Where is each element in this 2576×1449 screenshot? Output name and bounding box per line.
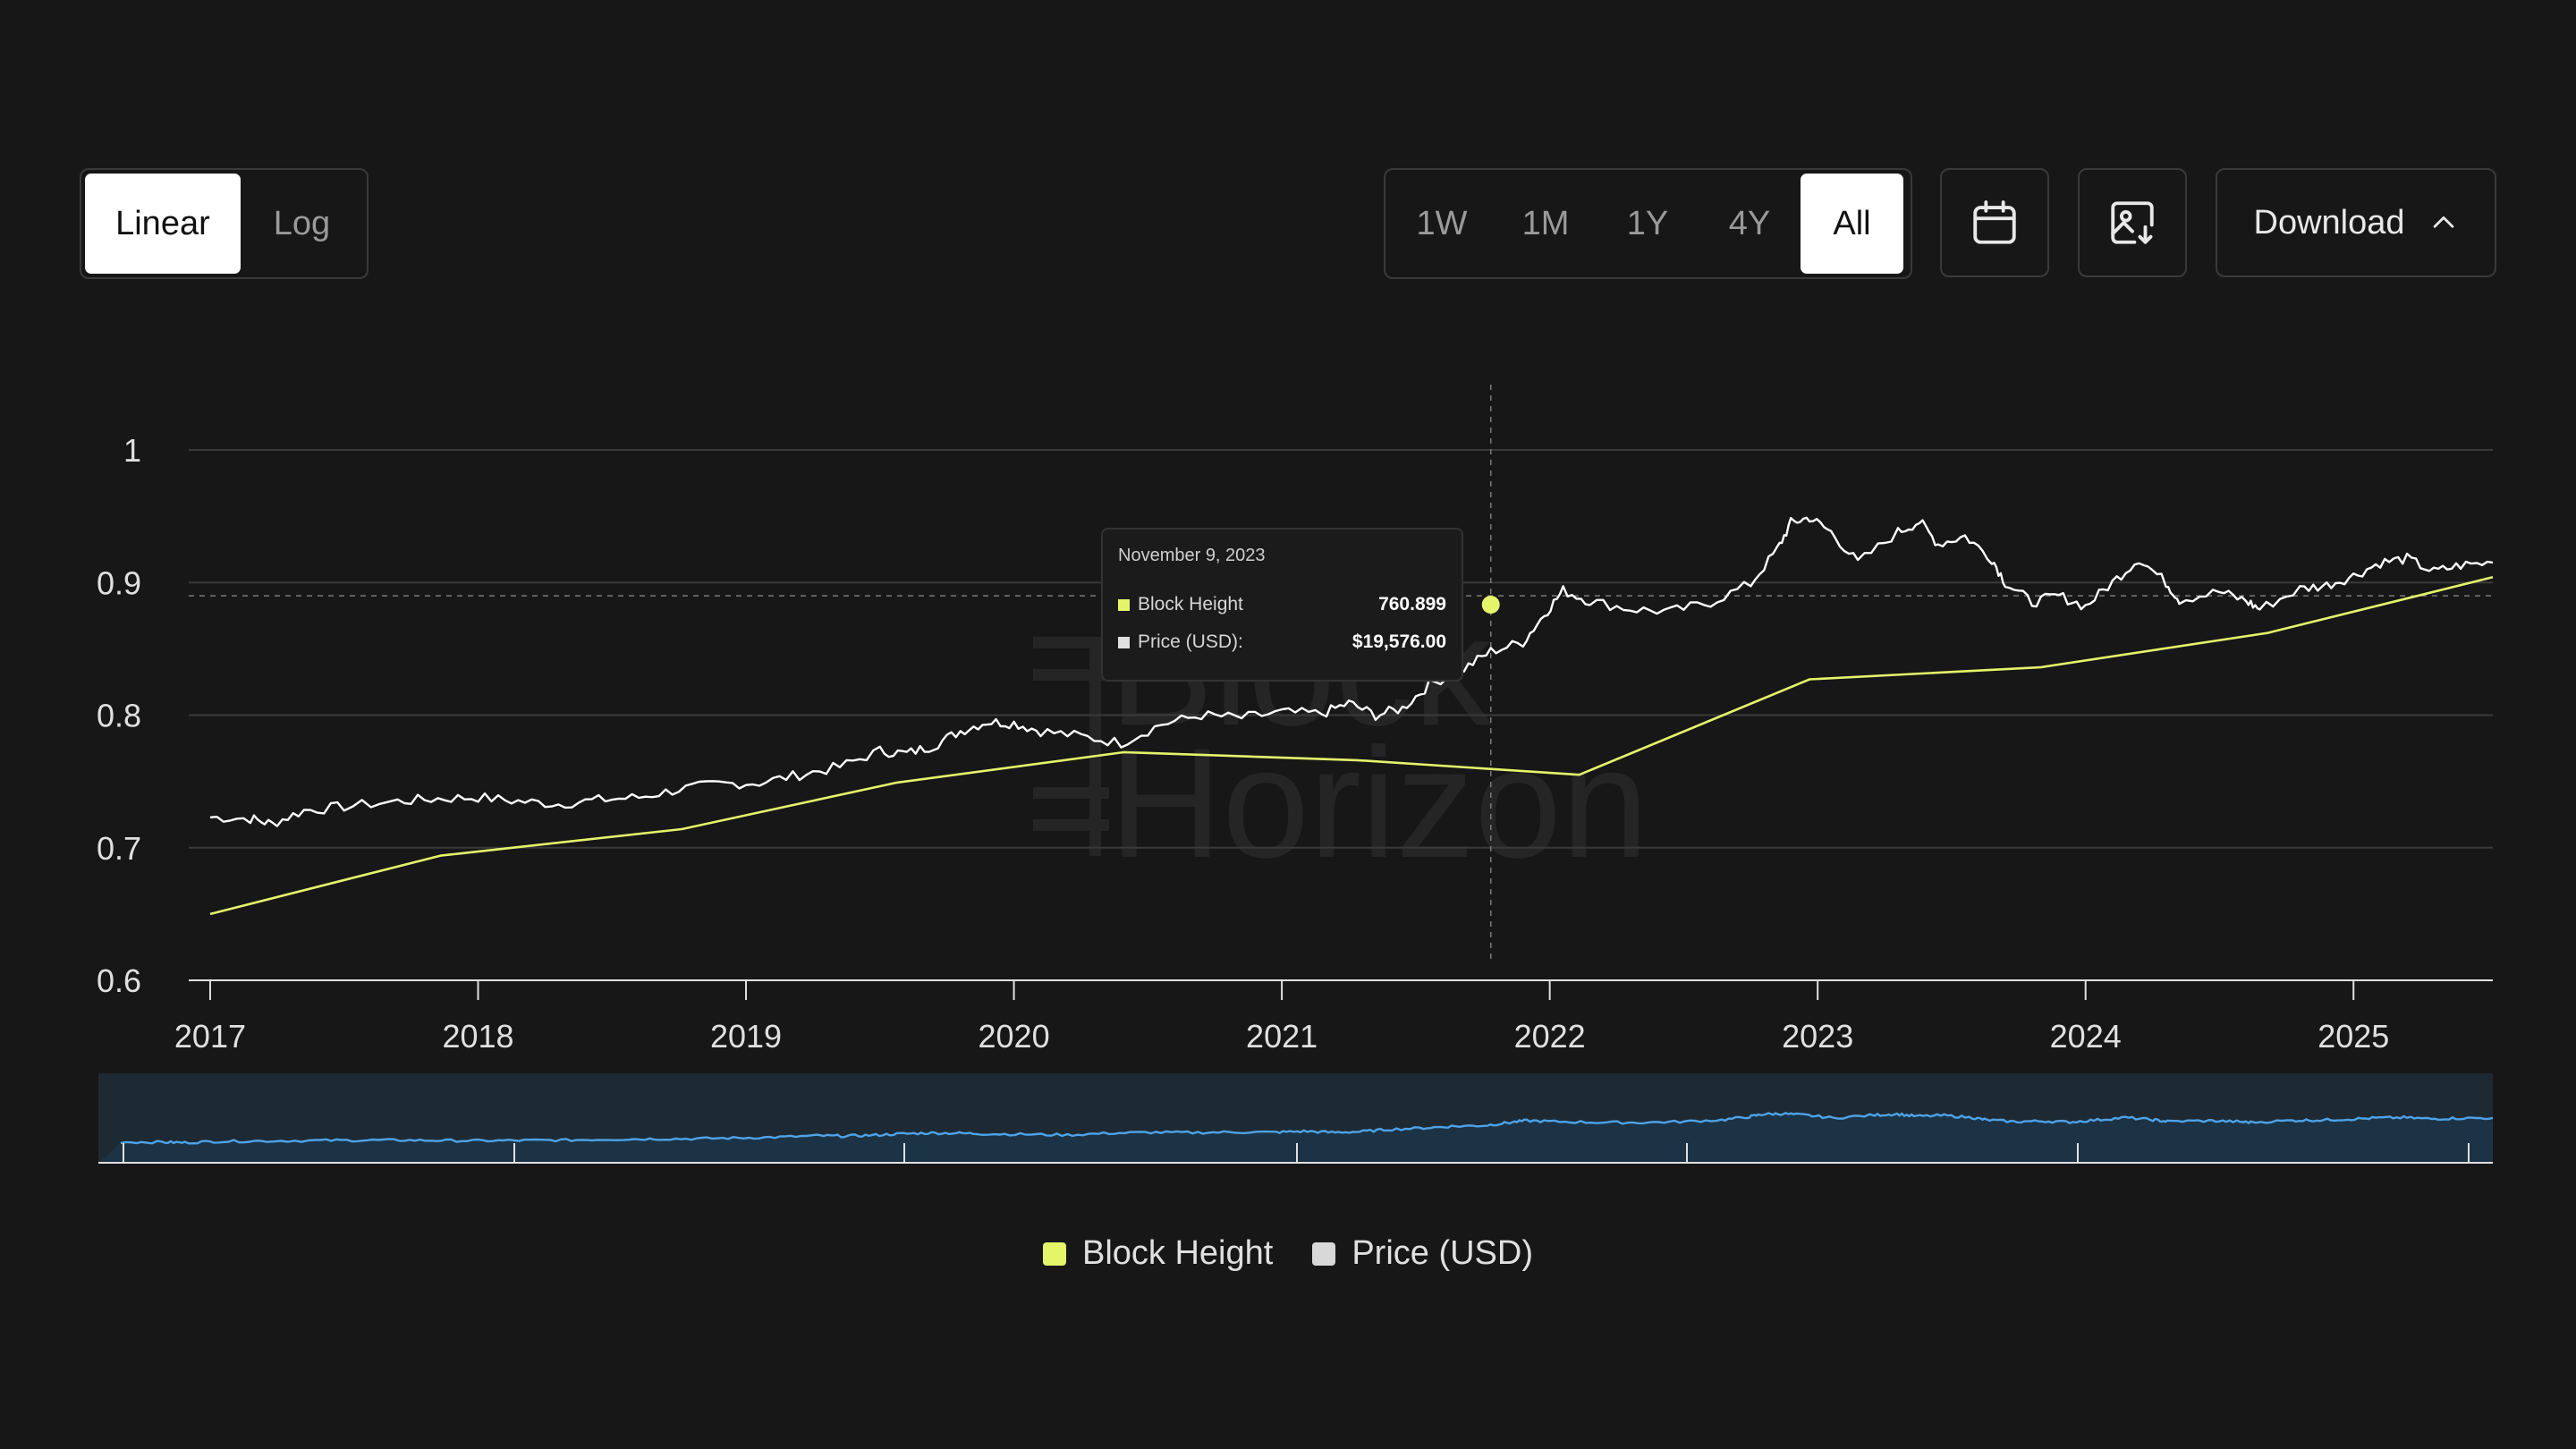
chart-tooltip: November 9, 2023 Block Height 760.899 Pr… bbox=[1101, 528, 1463, 682]
export-image-button[interactable] bbox=[2078, 168, 2187, 277]
log-scale-button[interactable]: Log bbox=[273, 204, 331, 242]
y-tick-label: 0.8 bbox=[97, 698, 141, 734]
legend-item-price[interactable]: Price (USD) bbox=[1312, 1234, 1533, 1273]
y-tick-label: 1 bbox=[123, 432, 141, 469]
range-all-button[interactable]: All bbox=[1801, 174, 1903, 274]
calendar-button[interactable] bbox=[1940, 168, 2049, 277]
tooltip-swatch-block-height bbox=[1118, 598, 1130, 611]
x-axis: 2017 2018 2019 2020 2021 2022 2023 2024 2025 bbox=[174, 980, 2389, 1055]
chevron-up-icon bbox=[2433, 216, 2453, 228]
chart-legend: Block Height Price (USD) bbox=[0, 1234, 2576, 1273]
scale-toggle: Linear Log bbox=[80, 168, 369, 279]
download-label: Download bbox=[2253, 203, 2405, 242]
range-toggle: 1W 1M 1Y 4Y All bbox=[1384, 168, 1912, 279]
x-tick-label: 2025 bbox=[2318, 1018, 2389, 1055]
tooltip-label: Block Height bbox=[1138, 594, 1243, 614]
y-tick-label: 0.6 bbox=[97, 962, 141, 999]
calendar-icon bbox=[1973, 200, 2016, 244]
legend-swatch-price bbox=[1312, 1241, 1336, 1266]
tooltip-swatch-price bbox=[1118, 636, 1130, 648]
tooltip-row-block-height: Block Height 760.899 bbox=[1118, 594, 1446, 615]
range-1w-button[interactable]: 1W bbox=[1416, 204, 1468, 242]
series-line-block-height bbox=[209, 576, 2494, 916]
x-tick-label: 2021 bbox=[1246, 1018, 1318, 1055]
y-tick-label: 0.9 bbox=[97, 564, 141, 601]
y-axis: 0.6 0.7 0.8 0.9 1 bbox=[97, 432, 141, 999]
highlight-point bbox=[1481, 596, 1500, 614]
tooltip-value: $19,576.00 bbox=[1352, 631, 1446, 652]
legend-label: Block Height bbox=[1081, 1234, 1274, 1272]
x-tick-label: 2024 bbox=[2050, 1018, 2122, 1055]
tooltip-label: Price (USD): bbox=[1138, 631, 1243, 652]
legend-swatch-block-height bbox=[1042, 1241, 1066, 1266]
tooltip-value: 760.899 bbox=[1378, 594, 1446, 614]
x-tick-label: 2023 bbox=[1782, 1018, 1853, 1055]
tooltip-date: November 9, 2023 bbox=[1118, 546, 1266, 565]
navigator-area bbox=[98, 1113, 2493, 1163]
range-4y-button[interactable]: 4Y bbox=[1728, 204, 1771, 242]
tooltip-row-price: Price (USD): $19,576.00 bbox=[1118, 631, 1446, 653]
navigator-line bbox=[120, 1111, 2494, 1145]
x-tick-label: 2018 bbox=[442, 1018, 513, 1055]
range-1m-button[interactable]: 1M bbox=[1521, 204, 1570, 242]
x-tick-label: 2019 bbox=[710, 1018, 782, 1055]
x-tick-label: 2020 bbox=[979, 1018, 1050, 1055]
legend-label: Price (USD) bbox=[1352, 1234, 1533, 1272]
x-tick-label: 2022 bbox=[1514, 1018, 1586, 1055]
series-line-price bbox=[209, 516, 2494, 827]
linear-scale-button[interactable]: Linear bbox=[85, 174, 241, 274]
range-1y-button[interactable]: 1Y bbox=[1626, 204, 1669, 242]
legend-item-block-height[interactable]: Block Height bbox=[1042, 1234, 1274, 1273]
download-button[interactable]: Download bbox=[2216, 168, 2496, 277]
range-navigator[interactable] bbox=[98, 1073, 2494, 1164]
svg-text:Horizon: Horizon bbox=[1109, 716, 1648, 891]
series-group bbox=[209, 516, 2494, 916]
y-tick-label: 0.7 bbox=[97, 830, 141, 867]
x-tick-label: 2017 bbox=[174, 1018, 246, 1055]
image-download-icon bbox=[2111, 201, 2154, 244]
